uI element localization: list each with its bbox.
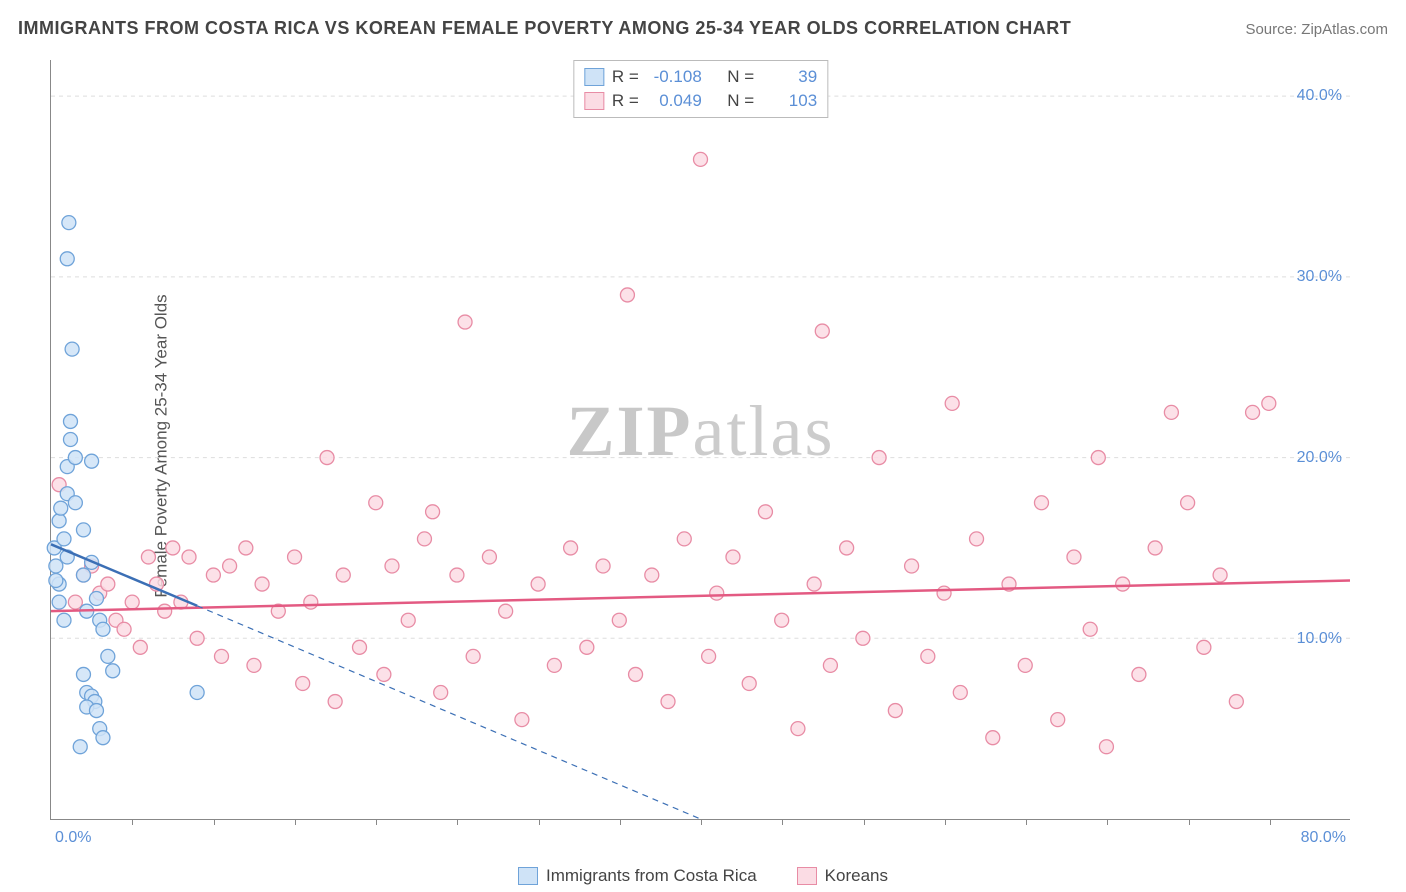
stats-row-costa-rica: R = -0.108 N = 39 (584, 65, 817, 89)
swatch-koreans-icon (584, 92, 604, 110)
legend-item-costa-rica: Immigrants from Costa Rica (518, 866, 757, 886)
chart-source: Source: ZipAtlas.com (1245, 21, 1388, 38)
x-tick-label: 0.0% (55, 829, 91, 847)
swatch-costa-rica-icon (584, 68, 604, 86)
swatch-koreans-icon (797, 867, 817, 885)
stats-row-koreans: R = 0.049 N = 103 (584, 89, 817, 113)
stats-box: R = -0.108 N = 39 R = 0.049 N = 103 (573, 60, 828, 118)
y-tick-label: 40.0% (1297, 87, 1342, 105)
chart-title: IMMIGRANTS FROM COSTA RICA VS KOREAN FEM… (18, 18, 1071, 39)
swatch-costa-rica-icon (518, 867, 538, 885)
plot-area: ZIPatlas R = -0.108 N = 39 R = 0.049 N =… (50, 60, 1350, 820)
chart-svg (51, 60, 1350, 819)
legend-item-koreans: Koreans (797, 866, 888, 886)
y-tick-label: 10.0% (1297, 630, 1342, 648)
legend-label: Immigrants from Costa Rica (546, 866, 757, 886)
legend-label: Koreans (825, 866, 888, 886)
y-tick-label: 30.0% (1297, 268, 1342, 286)
legend: Immigrants from Costa Rica Koreans (510, 864, 896, 888)
x-tick-label: 80.0% (1301, 829, 1346, 847)
y-tick-label: 20.0% (1297, 449, 1342, 467)
